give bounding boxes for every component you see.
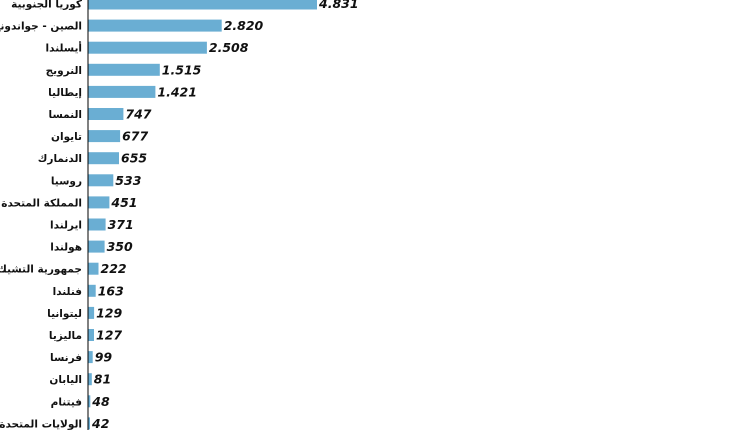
category-label: المملكة المتحدة [1,197,82,209]
value-label: 127 [96,328,122,343]
category-label: النرويج [46,65,82,77]
value-label: 48 [91,394,110,409]
bar [88,0,317,10]
category-label: أيسلندا [46,41,82,55]
bar [88,174,114,187]
category-label: ايرلندا [50,220,82,232]
category-label: الصين - جواندونغ [0,21,82,33]
bar [88,85,156,98]
category-label: فرنسا [50,352,82,364]
value-label: 81 [94,372,111,387]
value-label: 2.508 [209,40,249,55]
value-label: 371 [108,217,134,232]
bar [88,284,96,297]
category-label: كوريا الجنوبية [11,0,83,11]
bar [88,41,207,54]
bar [88,329,94,341]
bar [88,373,92,386]
value-label: 4.831 [318,0,359,11]
category-labels: كوريا الجنوبية الصين - جواندونغ أيسلندا الن… [0,0,83,430]
value-label: 163 [98,283,124,298]
category-label: الدنمارك [38,153,82,165]
value-label: 1.515 [162,62,202,77]
bar [88,395,91,408]
category-label: النمسا [49,109,83,121]
category-label: روسيا [51,175,82,187]
bar [88,306,95,319]
bar [88,108,124,120]
category-label: فنلندا [53,286,83,298]
value-label: 655 [121,151,147,166]
bar [88,351,93,364]
value-label: 533 [115,173,141,188]
value-label: 747 [125,107,151,122]
category-label: ليتوانيا [47,308,82,320]
category-label: هولندا [50,242,82,254]
bar [88,262,99,275]
value-label: 42 [91,416,109,430]
bar [88,130,121,143]
category-label: ماليزيا [49,330,82,342]
bar [88,196,110,209]
bar [88,63,160,76]
category-label: اليابان [49,374,82,386]
value-label: 2.820 [224,18,264,33]
value-label: 129 [96,305,122,320]
category-label: الولايات المتحدة [0,418,82,430]
bars-layer [88,0,317,430]
category-label: تايوان [51,131,82,143]
value-label: 451 [110,195,137,210]
value-label: 222 [101,261,127,276]
value-label: 350 [107,239,133,254]
bar [88,218,106,231]
value-labels: 4.831 2.820 2.508 1.515 1.421 747 677 655 533 451… [91,0,359,430]
category-label: إيطاليا [48,87,82,99]
bar [88,19,222,32]
bar [88,152,119,165]
category-label: فيتنام [51,396,82,408]
bar [88,240,105,253]
bar [88,417,90,430]
value-label: 1.421 [157,84,197,99]
category-label: جمهورية التشيك [0,264,82,276]
value-label: 677 [122,129,148,144]
value-label: 99 [95,350,113,365]
